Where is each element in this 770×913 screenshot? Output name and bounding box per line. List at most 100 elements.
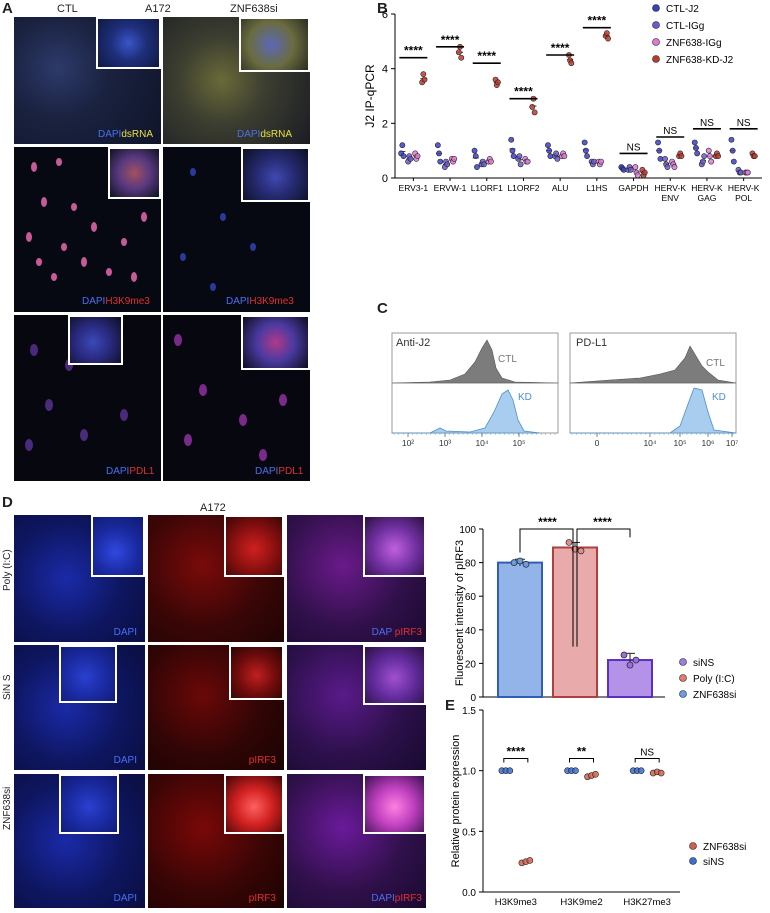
b-x-tick-label: HERV-K xyxy=(691,183,723,193)
e-x-tick-label: H3K27me3 xyxy=(623,897,671,908)
a-si-dsrna-label: dsRNA xyxy=(260,129,293,140)
a-ctl-dsrna-label: dsRNA xyxy=(121,129,154,140)
d-si-merge-image: DAPIpIRF3 xyxy=(287,774,426,908)
b-y-label: J2 IP-qPCR xyxy=(363,64,377,128)
e-point xyxy=(526,857,534,864)
a-ctl-pdl1-inset xyxy=(68,315,123,365)
e-legend-label: ZNF638si xyxy=(703,842,746,853)
d-point xyxy=(620,651,628,659)
b-point xyxy=(495,79,501,86)
b-point xyxy=(730,158,737,165)
b-x-tick-label: ERVW-1 xyxy=(434,183,467,193)
b-point xyxy=(751,153,758,160)
b-x-tick-label: POL xyxy=(735,193,752,203)
b-legend-swatch xyxy=(652,38,660,46)
b-point xyxy=(655,139,661,146)
b-y-tick-label: 2 xyxy=(382,118,388,130)
d-legend-swatch xyxy=(679,674,687,682)
e-legend-label: siNS xyxy=(703,857,724,868)
a-title: A172 xyxy=(145,3,171,15)
b-point xyxy=(729,147,736,154)
b-point xyxy=(656,147,663,154)
d-y-tick-label: 40 xyxy=(465,626,477,637)
d-sig-bracket xyxy=(576,528,631,647)
b-point xyxy=(605,35,611,42)
b-point xyxy=(641,169,648,176)
b-point xyxy=(715,153,722,160)
d-row2-label: SiN S xyxy=(2,674,13,700)
b-point xyxy=(694,150,701,157)
b-sig-label: **** xyxy=(477,49,496,63)
a-si-dsrna-dapi: DAPI xyxy=(237,129,261,140)
b-point xyxy=(707,153,713,160)
b-y-tick-label: 0 xyxy=(382,173,388,185)
panel-label-a: A xyxy=(2,0,13,17)
d-poly-dapi-inset xyxy=(91,515,145,577)
e-y-tick-label: 0.0 xyxy=(462,888,476,899)
d-si-pirf3-label: pIRF3 xyxy=(248,893,276,904)
d-sig-label: **** xyxy=(538,515,557,529)
b-legend-label: ZNF638-KD-J2 xyxy=(666,55,734,66)
b-point xyxy=(728,136,735,143)
b-x-tick-label: HERV-K xyxy=(728,183,760,193)
e-point xyxy=(592,771,599,778)
e-sig-bracket xyxy=(634,758,660,763)
b-point xyxy=(691,139,698,146)
b-point xyxy=(444,161,451,168)
d-row3-label: ZNF638si xyxy=(2,786,13,830)
b-point xyxy=(529,104,536,110)
e-point xyxy=(637,767,645,774)
e-point xyxy=(506,767,514,774)
c-plot1-tick-label: 10⁵ xyxy=(513,438,526,448)
d-point xyxy=(577,547,585,555)
b-marks: **** **** **** **** **** **** NS NS NS NS xyxy=(398,14,758,179)
b-point xyxy=(421,76,428,83)
chart-b: 0 2 4 6 J2 IP-qPCR ERV3-1 ERVW-1 L1ORF1 L1ORF2 AL… xyxy=(363,4,762,203)
d-point xyxy=(632,656,640,664)
b-sig-label: **** xyxy=(514,85,533,99)
d-si-dapi-inset xyxy=(59,774,119,834)
d-poly-dapi-image: DAPI xyxy=(14,515,145,642)
b-x-tick-label: L1HS xyxy=(586,183,608,193)
b-point xyxy=(662,155,668,162)
b-point xyxy=(471,147,478,154)
b-point xyxy=(516,153,523,160)
d-si-dapi-image: DAPI xyxy=(14,774,145,908)
b-legend-swatch xyxy=(652,4,660,12)
b-point xyxy=(627,166,634,173)
b-point xyxy=(420,71,427,78)
c-plot2-title: PD-L1 xyxy=(576,337,607,349)
e-point xyxy=(657,769,665,777)
a-col-ctl: CTL xyxy=(57,3,78,15)
b-point xyxy=(531,109,538,116)
d-row1-label: Poly (I:C) xyxy=(2,549,13,591)
e-point xyxy=(572,767,579,774)
b-point xyxy=(664,164,671,170)
b-point xyxy=(632,164,639,170)
d-point xyxy=(516,557,524,565)
b-x-tick-label: ERV3-1 xyxy=(399,183,429,193)
d-legend-label: Poly (I:C) xyxy=(693,674,735,685)
b-legend-label: ZNF638-IGg xyxy=(666,38,722,49)
c-plot2-tick-label: 10⁵ xyxy=(674,438,687,448)
b-legend: CTL-J2 CTL-IGg ZNF638-IGg ZNF638-KD-J2 xyxy=(652,4,734,66)
d-poly-pirf3-image xyxy=(148,515,284,642)
d-legend-label: siNS xyxy=(693,658,714,669)
e-sig-bracket xyxy=(569,758,594,763)
c-plot1-title: Anti-J2 xyxy=(396,337,430,349)
a-ctl-dsrna-inset xyxy=(96,17,161,69)
a-si-pdl1-inset xyxy=(241,315,310,370)
e-sig-label: **** xyxy=(506,745,525,759)
panel-label-b: B xyxy=(377,0,388,17)
d-poly-merge-dapi: DAP xyxy=(371,627,392,638)
b-point xyxy=(744,169,751,176)
b-point xyxy=(508,136,515,143)
b-point xyxy=(436,150,442,157)
b-y-tick-label: 6 xyxy=(382,9,388,21)
panel-label-e: E xyxy=(445,697,456,714)
d-si-pirf3-inset xyxy=(224,774,284,834)
b-legend-swatch xyxy=(652,55,660,63)
a-si-pdl1-label: PDL1 xyxy=(278,466,304,477)
d-si-merge-pirf3: pIRF3 xyxy=(394,893,422,904)
b-x-tick-label: GAPDH xyxy=(618,183,648,193)
